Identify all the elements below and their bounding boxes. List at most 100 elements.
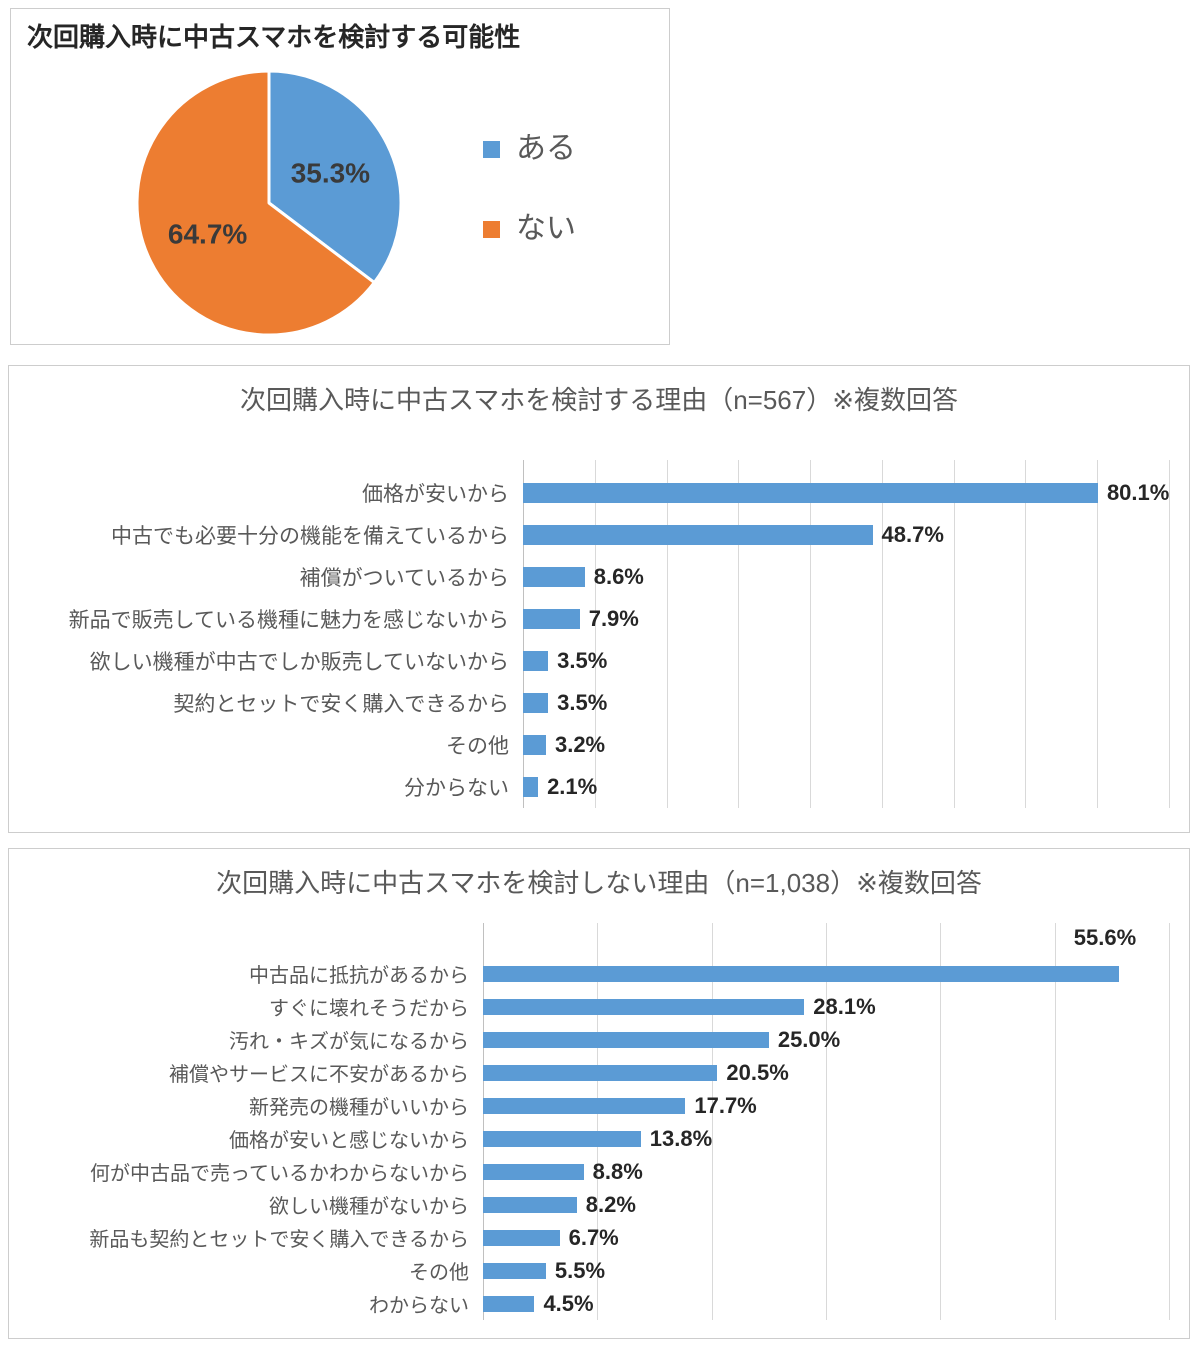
gridline bbox=[1097, 460, 1099, 808]
gridline bbox=[1054, 923, 1056, 1320]
gridline bbox=[594, 460, 596, 808]
gridline bbox=[881, 460, 883, 808]
bar-track: 2.1% bbox=[523, 766, 1169, 808]
bar-track: 48.7% bbox=[523, 514, 1169, 556]
category-label: わからない bbox=[369, 1295, 469, 1317]
gridline bbox=[940, 923, 942, 1320]
bar-value-label: 8.6% bbox=[593, 564, 644, 589]
bar-track: 8.6% bbox=[523, 556, 1169, 598]
bar-row: 中古でも必要十分の機能を備えているから 48.7% bbox=[9, 514, 1189, 556]
pie-chart-body: 35.3% 64.7% ある ない bbox=[11, 55, 669, 343]
category-label: すぐに壊れそうだから bbox=[269, 998, 469, 1020]
legend-swatch-blue bbox=[483, 140, 500, 158]
bar-chart-panel-consider-reasons: 次回購入時に中古スマホを検討する理由（n=567）※複数回答 価格が安いから 80… bbox=[8, 365, 1190, 833]
bar-row: その他 5.5% bbox=[9, 1254, 1189, 1287]
bar bbox=[523, 693, 549, 713]
bar-value-label: 17.7% bbox=[694, 1092, 757, 1118]
bar bbox=[523, 735, 546, 755]
bar-track: 20.5% bbox=[483, 1056, 1169, 1089]
bar-track: 80.1% bbox=[523, 472, 1169, 514]
bar-row: 何が中古品で売っているかわからないから 8.8% bbox=[9, 1155, 1189, 1188]
bar-value-label: 55.6% bbox=[1073, 925, 1137, 950]
gridline bbox=[826, 923, 827, 1320]
pie-chart-panel: 次回購入時に中古スマホを検討する可能性 35.3% 64.7% ある ない bbox=[10, 8, 670, 345]
legend-label: ない bbox=[516, 212, 576, 245]
bar bbox=[483, 998, 805, 1015]
gridline bbox=[666, 460, 668, 808]
bar-chart: 中古品に抵抗があるから 55.6% すぐに壊れそうだから 28.1% 汚れ・キズが気にな… bbox=[9, 923, 1189, 1320]
pie-legend: ある ない bbox=[483, 131, 576, 247]
gridlines bbox=[483, 923, 1170, 1320]
category-label: 契約とセットで安く購入できるから bbox=[173, 693, 509, 716]
bar-row: 価格が安いから 80.1% bbox=[9, 472, 1189, 514]
bar bbox=[523, 651, 549, 671]
bar-track: 17.7% bbox=[483, 1089, 1169, 1122]
bar-row: 欲しい機種がないから 8.2% bbox=[9, 1188, 1189, 1221]
bar bbox=[483, 1229, 560, 1246]
bar-chart-panel-not-consider-reasons: 次回購入時に中古スマホを検討しない理由（n=1,038）※複数回答 中古品に抵抗… bbox=[8, 848, 1190, 1339]
pie-chart-title: 次回購入時に中古スマホを検討する可能性 bbox=[27, 22, 521, 52]
bar bbox=[483, 1262, 546, 1279]
bar bbox=[483, 1097, 686, 1114]
category-label: 新発売の機種がいいから bbox=[249, 1097, 469, 1119]
axis-line bbox=[523, 460, 524, 808]
bar-row: 汚れ・キズが気になるから 25.0% bbox=[9, 1023, 1189, 1056]
bar-value-label: 2.1% bbox=[547, 774, 598, 799]
category-label: 新品も契約とセットで安く購入できるから bbox=[89, 1229, 469, 1251]
legend-swatch-orange bbox=[483, 220, 500, 238]
bar-track: 25.0% bbox=[483, 1023, 1169, 1056]
bar-track: 28.1% bbox=[483, 990, 1169, 1023]
bar-row: 新品も契約とセットで安く購入できるから 6.7% bbox=[9, 1221, 1189, 1254]
category-label: 補償がついているから bbox=[299, 567, 509, 590]
pie-chart: 35.3% 64.7% bbox=[135, 69, 403, 337]
bar-row: すぐに壊れそうだから 28.1% bbox=[9, 990, 1189, 1023]
bar-value-label: 80.1% bbox=[1106, 480, 1170, 505]
bar-track: 6.7% bbox=[483, 1221, 1169, 1254]
pie-value-label: 35.3% bbox=[291, 157, 370, 188]
bar-rows: 価格が安いから 80.1% 中古でも必要十分の機能を備えているから 48.7% 補償がつ… bbox=[9, 460, 1189, 808]
pie-slice-1 bbox=[267, 69, 403, 285]
bar-row: 補償やサービスに不安があるから 20.5% bbox=[9, 1056, 1189, 1089]
bar bbox=[483, 1196, 577, 1213]
bar-row: 新品で販売している機種に魅力を感じないから 7.9% bbox=[9, 598, 1189, 640]
bar-row: 分からない 2.1% bbox=[9, 766, 1189, 808]
bar bbox=[483, 1031, 769, 1048]
pie-value-label: 64.7% bbox=[168, 219, 247, 250]
bar-row: 価格が安いと感じないから 13.8% bbox=[9, 1122, 1189, 1155]
bar-chart-title: 次回購入時に中古スマホを検討しない理由（n=1,038）※複数回答 bbox=[216, 868, 982, 898]
gridline bbox=[738, 460, 740, 808]
category-label: 新品で販売している機種に魅力を感じないから bbox=[68, 609, 509, 632]
bar-value-label: 6.7% bbox=[568, 1224, 619, 1250]
gridline bbox=[1169, 923, 1170, 1320]
category-label: 中古でも必要十分の機能を備えているから bbox=[111, 525, 509, 548]
bar-row: 契約とセットで安く購入できるから 3.5% bbox=[9, 682, 1189, 724]
bar-value-label: 3.5% bbox=[557, 690, 608, 715]
bar-value-label: 25.0% bbox=[777, 1026, 841, 1052]
bar bbox=[523, 609, 580, 629]
bar-row: 欲しい機種が中古でしか販売していないから 3.5% bbox=[9, 640, 1189, 682]
bar bbox=[523, 567, 585, 587]
gridline bbox=[953, 460, 955, 808]
bar bbox=[483, 1163, 584, 1180]
bar bbox=[483, 1064, 718, 1081]
bar bbox=[523, 777, 539, 797]
gridlines bbox=[523, 460, 1170, 808]
category-label: 何が中古品で売っているかわからないから bbox=[90, 1163, 469, 1185]
category-label: 汚れ・キズが気になるから bbox=[229, 1031, 469, 1053]
bar bbox=[523, 525, 873, 545]
gridline bbox=[1169, 460, 1170, 808]
gridline bbox=[1025, 460, 1027, 808]
bar-value-label: 7.9% bbox=[588, 606, 639, 631]
bar-value-label: 3.2% bbox=[554, 732, 606, 757]
bar-track: 3.5% bbox=[523, 640, 1169, 682]
bar bbox=[483, 1130, 641, 1147]
bar-value-label: 48.7% bbox=[881, 522, 944, 547]
category-label: 欲しい機種が中古でしか販売していないから bbox=[89, 651, 509, 674]
bar-rows: 中古品に抵抗があるから 55.6% すぐに壊れそうだから 28.1% 汚れ・キズが気にな… bbox=[9, 923, 1189, 1320]
bar-value-label: 4.5% bbox=[543, 1290, 594, 1316]
bar-track: 3.2% bbox=[523, 724, 1169, 766]
gridline bbox=[597, 923, 599, 1320]
bar bbox=[483, 1295, 535, 1312]
category-label: 分からない bbox=[404, 777, 509, 800]
